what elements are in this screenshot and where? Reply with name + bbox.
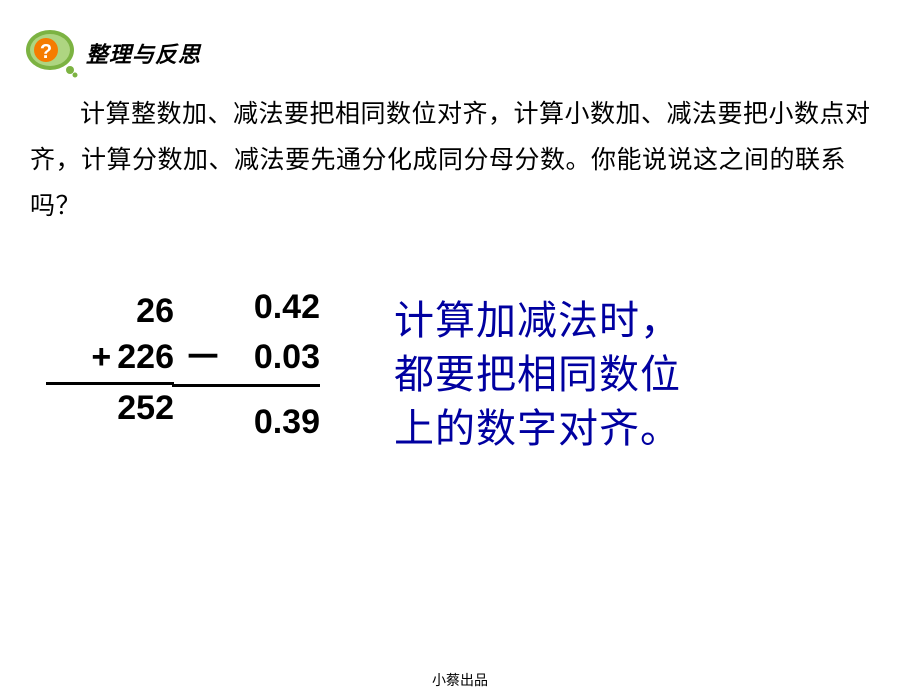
- addend-1: 26: [60, 288, 174, 334]
- minuend: 0.42: [188, 282, 320, 332]
- conclusion-line-1: 计算加减法时，: [394, 294, 894, 348]
- difference: 0.39: [188, 397, 320, 447]
- addend-2: +226: [60, 334, 174, 380]
- svg-text:?: ?: [40, 41, 52, 63]
- conclusion-line-3: 上的数字对齐。: [394, 402, 894, 456]
- addition-problem: 26 +226 252: [60, 288, 174, 431]
- conclusion-text: 计算加减法时， 都要把相同数位 上的数字对齐。: [394, 294, 894, 456]
- minus-sign: －: [184, 326, 222, 381]
- addend-2-value: 226: [117, 338, 174, 376]
- header: ? 整理与反思: [0, 0, 920, 78]
- plus-sign: +: [91, 338, 111, 376]
- conclusion-line-2: 都要把相同数位: [394, 348, 894, 402]
- body-paragraph: 计算整数加、减法要把相同数位对齐，计算小数加、减法要把小数点对齐，计算分数加、减…: [0, 78, 920, 230]
- section-title: 整理与反思: [86, 37, 201, 69]
- question-bubble-icon: ?: [24, 28, 80, 78]
- sum: 252: [60, 385, 174, 431]
- subtraction-problem: 0.42 － 0.03 0.39: [188, 282, 320, 447]
- footer-credit: 小蔡出品: [0, 670, 920, 690]
- subtraction-line: [172, 384, 320, 387]
